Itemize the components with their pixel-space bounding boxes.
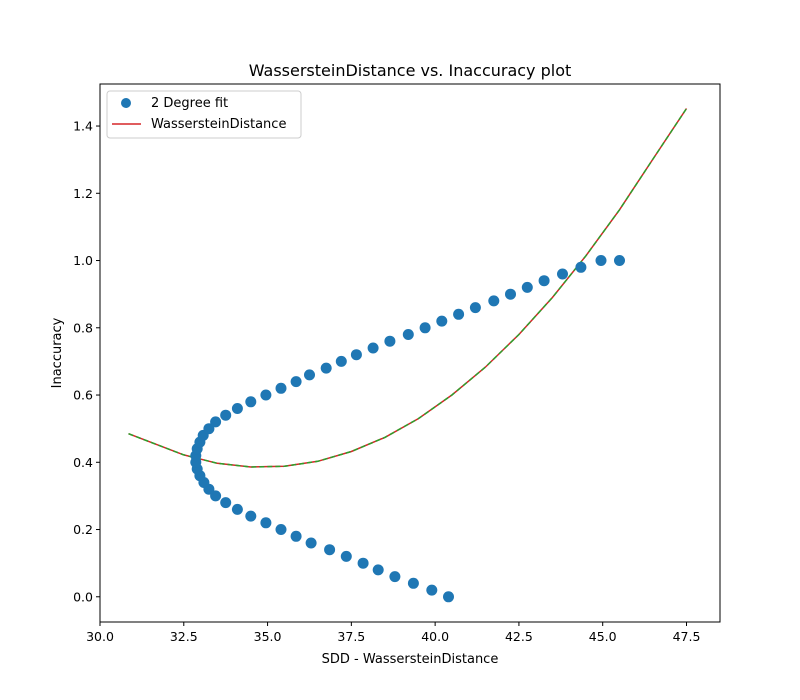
scatter-point [203,423,215,435]
scatter-point [290,530,302,542]
scatter-point [488,295,500,307]
scatter-point [324,544,336,556]
scatter-point [469,302,481,314]
x-axis-label: SDD - WassersteinDistance [322,652,499,667]
scatter-point [595,255,607,266]
y-tick-label: 0.8 [73,320,93,335]
y-tick-label: 1.0 [73,253,93,268]
y-tick-label: 1.2 [73,186,93,201]
y-axis-ticks: 0.0 0.2 0.4 0.6 0.8 1.0 1.2 1.4 [73,119,100,604]
x-axis-ticks: 30.0 32.5 35.0 37.5 40.0 42.5 45.0 47.5 [86,622,700,644]
y-tick-label: 0.2 [73,522,93,537]
axes-frame [99,83,721,623]
scatter-point [275,382,287,394]
scatter-point [557,268,568,280]
scatter-point [305,537,317,549]
scatter-point [340,550,352,562]
scatter-point [575,261,587,273]
legend-marker-scatter [121,98,131,108]
y-tick-label: 1.4 [73,119,93,134]
legend-box [106,90,302,139]
legend-label-line: WassersteinDistance [151,117,286,132]
scatter-point [436,315,448,327]
scatter-points [190,255,625,603]
scatter-point [335,355,347,367]
scatter-point [231,503,243,515]
y-tick-label: 0.6 [73,388,93,403]
scatter-point [357,557,369,569]
scatter-point [210,416,222,428]
x-tick-label: 40.0 [421,629,449,644]
scatter-point [367,342,379,354]
chart-title: WassersteinDistance vs. Inaccuracy plot [249,61,572,80]
scatter-point [304,369,315,381]
scatter-point [245,510,257,522]
scatter-point [260,517,272,529]
scatter-point [350,349,362,361]
x-tick-label: 42.5 [505,629,533,644]
scatter-point [231,403,243,414]
scatter-point [384,335,396,347]
legend-label-scatter: 2 Degree fit [151,96,228,111]
scatter-point [521,281,533,293]
y-tick-label: 0.0 [73,589,93,604]
scatter-point [443,591,454,603]
scatter-point [372,564,384,576]
fit-line-dashed [128,108,688,468]
scatter-point [614,255,625,266]
scatter-point [210,490,222,502]
y-tick-label: 0.4 [73,455,93,470]
scatter-point [220,497,232,509]
scatter-point [320,362,332,374]
scatter-point [426,584,438,596]
plot-area [128,108,688,603]
x-tick-label: 35.0 [254,629,282,644]
x-tick-label: 30.0 [86,629,114,644]
scatter-point [538,275,550,287]
fit-lines [128,108,688,468]
scatter-point [275,524,287,535]
y-axis-label: Inaccuracy [50,317,65,388]
scatter-point [505,288,516,300]
scatter-point [260,389,272,401]
scatter-point [290,376,302,388]
x-tick-label: 32.5 [170,629,198,644]
scatter-point [419,322,431,334]
x-tick-label: 45.0 [589,629,617,644]
scatter-point [453,308,465,320]
x-tick-label: 37.5 [337,629,365,644]
scatter-point [407,577,419,589]
scatter-point [389,571,401,583]
x-tick-label: 47.5 [673,629,701,644]
scatter-point [220,409,232,421]
scatter-point [402,329,414,340]
legend: 2 Degree fit WassersteinDistance [106,90,302,139]
scatter-point [245,396,257,408]
